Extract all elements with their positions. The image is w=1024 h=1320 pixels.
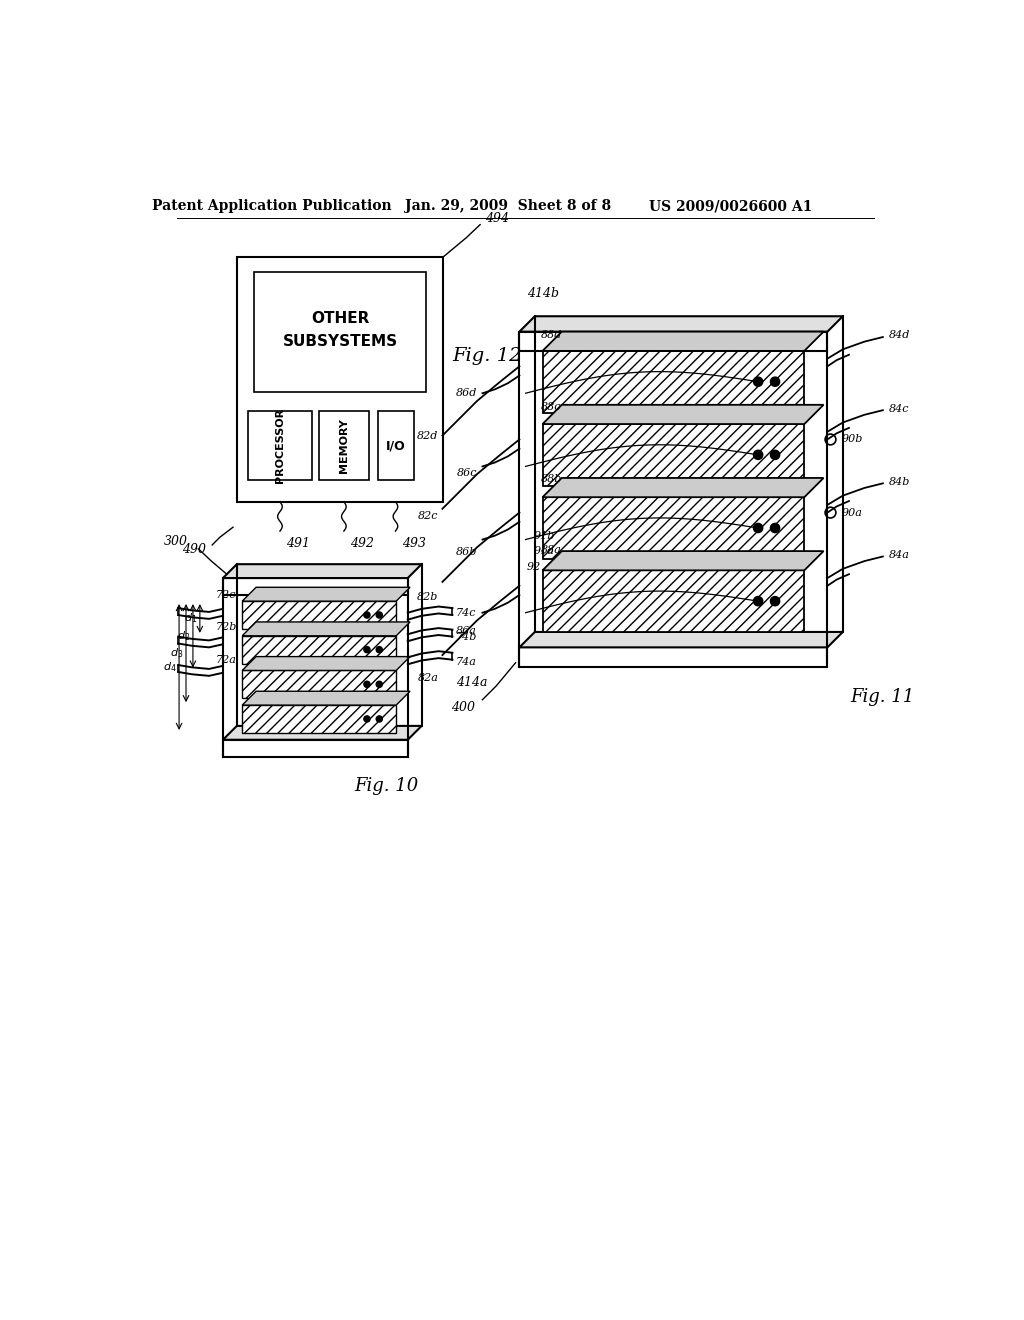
Polygon shape: [243, 692, 410, 705]
Bar: [243, 705, 396, 733]
Polygon shape: [543, 478, 823, 498]
Text: 414a: 414a: [456, 676, 487, 689]
Circle shape: [364, 681, 370, 688]
Bar: [543, 351, 804, 413]
Circle shape: [770, 378, 779, 387]
Text: 88a: 88a: [541, 545, 562, 556]
Bar: [243, 601, 396, 628]
Text: 86c: 86c: [457, 467, 477, 478]
Text: 86b: 86b: [456, 546, 477, 557]
Polygon shape: [243, 656, 410, 671]
Text: $d_4$: $d_4$: [163, 660, 177, 673]
Circle shape: [770, 450, 779, 459]
Circle shape: [770, 523, 779, 532]
Circle shape: [754, 597, 763, 606]
Polygon shape: [519, 317, 843, 331]
Bar: [243, 671, 396, 698]
Text: Fig. 12: Fig. 12: [453, 347, 522, 366]
Bar: [543, 424, 804, 486]
Text: 88d: 88d: [541, 330, 562, 341]
Text: 72b: 72b: [215, 622, 237, 632]
Circle shape: [770, 597, 779, 606]
Text: 82b: 82b: [417, 593, 438, 602]
Text: I/O: I/O: [386, 440, 406, 453]
Text: 74b: 74b: [456, 631, 477, 642]
Bar: [254, 272, 426, 392]
Polygon shape: [543, 331, 823, 351]
Text: 72c: 72c: [215, 590, 236, 601]
Bar: [543, 498, 804, 558]
Text: Fig. 10: Fig. 10: [354, 777, 418, 795]
Text: 492: 492: [350, 537, 374, 550]
Circle shape: [376, 715, 382, 722]
Text: 72a: 72a: [215, 655, 237, 665]
Polygon shape: [223, 726, 422, 739]
Circle shape: [364, 715, 370, 722]
Polygon shape: [519, 632, 843, 647]
Bar: [543, 570, 804, 632]
Polygon shape: [243, 587, 410, 601]
Text: 82a: 82a: [418, 673, 438, 684]
Text: 74a: 74a: [456, 657, 476, 667]
Polygon shape: [519, 647, 827, 667]
Polygon shape: [223, 564, 422, 578]
Text: 88b: 88b: [541, 474, 562, 483]
Text: OTHER: OTHER: [311, 312, 370, 326]
Text: 82d: 82d: [417, 430, 438, 441]
Circle shape: [364, 647, 370, 653]
Text: 86d: 86d: [456, 388, 477, 399]
Text: PROCESSOR: PROCESSOR: [274, 408, 285, 483]
Text: Fig. 11: Fig. 11: [851, 689, 914, 706]
Text: $d_2$: $d_2$: [177, 628, 190, 643]
Polygon shape: [519, 331, 827, 351]
Text: 90a: 90a: [842, 508, 862, 517]
Polygon shape: [223, 578, 408, 595]
Text: US 2009/0026600 A1: US 2009/0026600 A1: [649, 199, 813, 213]
Text: 92: 92: [527, 561, 542, 572]
Text: 91b: 91b: [534, 531, 555, 541]
Polygon shape: [243, 622, 410, 636]
Text: 300: 300: [164, 535, 188, 548]
Text: 414b: 414b: [527, 286, 559, 300]
Circle shape: [754, 378, 763, 387]
Bar: [243, 636, 396, 664]
Text: 494: 494: [485, 213, 510, 224]
Bar: [378, 411, 414, 480]
Text: 490: 490: [182, 543, 206, 556]
Text: Patent Application Publication: Patent Application Publication: [152, 199, 391, 213]
Text: 86a: 86a: [456, 626, 477, 636]
Text: 84b: 84b: [889, 477, 910, 487]
Text: 82c: 82c: [418, 511, 438, 521]
Text: 84c: 84c: [889, 404, 909, 413]
Text: 84d: 84d: [889, 330, 910, 341]
Circle shape: [376, 612, 382, 618]
Text: 493: 493: [401, 537, 426, 550]
Text: 91a: 91a: [534, 546, 554, 556]
Circle shape: [376, 647, 382, 653]
Polygon shape: [543, 405, 823, 424]
Circle shape: [364, 612, 370, 618]
Text: 74c: 74c: [456, 607, 476, 618]
Text: 491: 491: [286, 537, 310, 550]
Bar: [319, 411, 370, 480]
Bar: [249, 411, 311, 480]
Text: MEMORY: MEMORY: [339, 418, 349, 473]
Circle shape: [754, 523, 763, 532]
Bar: [237, 257, 443, 502]
Text: SUBSYSTEMS: SUBSYSTEMS: [283, 334, 397, 350]
Text: $d_1$: $d_1$: [184, 611, 198, 624]
Polygon shape: [543, 552, 823, 570]
Polygon shape: [223, 739, 408, 756]
Text: Jan. 29, 2009  Sheet 8 of 8: Jan. 29, 2009 Sheet 8 of 8: [404, 199, 611, 213]
Text: 88c: 88c: [541, 403, 561, 412]
Text: $d_3$: $d_3$: [170, 645, 183, 660]
Text: 90b: 90b: [842, 434, 862, 445]
Text: 84a: 84a: [889, 550, 910, 560]
Circle shape: [376, 681, 382, 688]
Text: 400: 400: [451, 701, 475, 714]
Circle shape: [754, 450, 763, 459]
